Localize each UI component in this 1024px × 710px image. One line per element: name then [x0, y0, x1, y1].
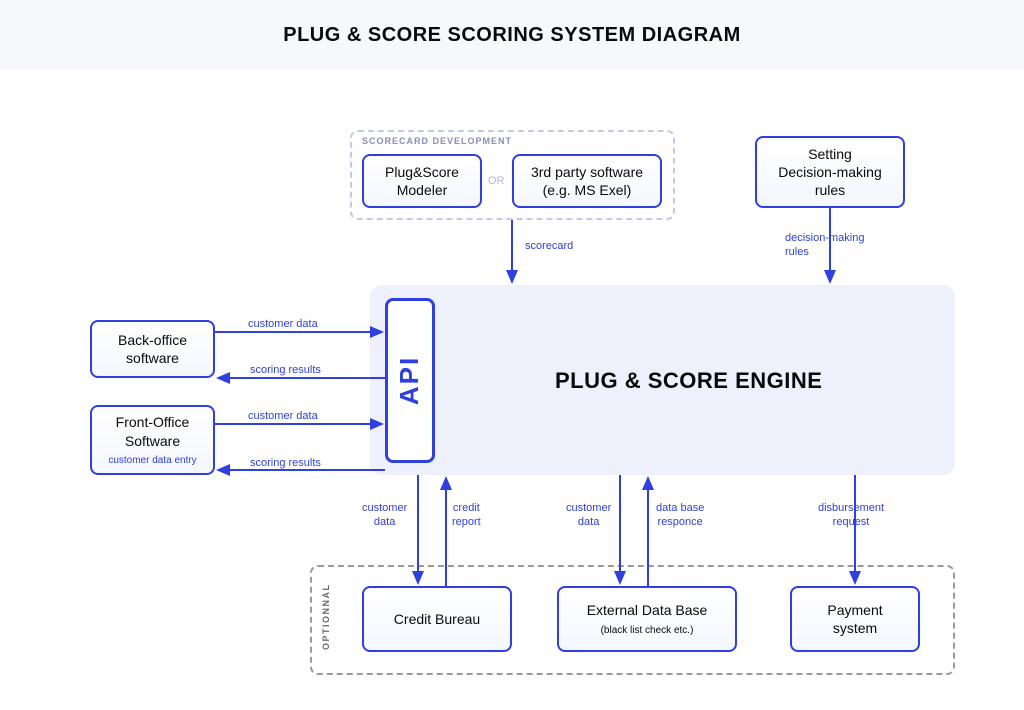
api-label: API — [395, 356, 426, 405]
or-label: OR — [488, 175, 505, 187]
node-credit-bureau: Credit Bureau — [362, 586, 512, 652]
edge-pay-label: disbursement request — [818, 502, 884, 530]
node-credit-bureau-label: Credit Bureau — [394, 610, 480, 628]
node-payment-label: Payment system — [827, 601, 882, 637]
edge-cb-down-label: customer data — [362, 502, 407, 530]
edge-fo-in-label: customer data — [248, 410, 318, 424]
node-backoffice-label: Back-office software — [118, 331, 187, 367]
edge-bo-in-label: customer data — [248, 318, 318, 332]
node-modeler: Plug&Score Modeler — [362, 154, 482, 208]
api-box: API — [385, 298, 435, 463]
node-frontoffice: Front-Office Software customer data entr… — [90, 405, 215, 475]
node-thirdparty-label: 3rd party software (e.g. MS Exel) — [531, 163, 643, 199]
node-thirdparty: 3rd party software (e.g. MS Exel) — [512, 154, 662, 208]
node-backoffice: Back-office software — [90, 320, 215, 378]
engine-title: PLUG & SCORE ENGINE — [555, 368, 822, 394]
node-frontoffice-label: Front-Office Software — [116, 413, 190, 449]
node-frontoffice-caption: customer data entry — [108, 454, 196, 467]
group-scorecard-dev-label: SCORECARD DEVELOPMENT — [362, 136, 512, 146]
header: PLUG & SCORE SCORING SYSTEM DIAGRAM — [0, 0, 1024, 70]
node-rules-label: Setting Decision-making rules — [778, 145, 881, 200]
node-modeler-label: Plug&Score Modeler — [385, 163, 459, 199]
diagram-canvas: SCORECARD DEVELOPMENT Plug&Score Modeler… — [0, 70, 1024, 710]
edge-scorecard-label: scorecard — [525, 240, 573, 254]
node-ext-db-label: External Data Base — [587, 601, 708, 619]
node-rules: Setting Decision-making rules — [755, 136, 905, 208]
edge-cb-up-label: credit report — [452, 502, 481, 530]
edge-db-down-label: customer data — [566, 502, 611, 530]
node-ext-db-sub: (black list check etc.) — [601, 624, 694, 637]
edge-db-up-label: data base responce — [656, 502, 704, 530]
group-optional-label: OPTIONNAL — [321, 584, 331, 651]
node-payment: Payment system — [790, 586, 920, 652]
edge-fo-out-label: scoring results — [250, 457, 321, 471]
edge-rules-label: decision-making rules — [785, 232, 864, 260]
edge-bo-out-label: scoring results — [250, 364, 321, 378]
page-title: PLUG & SCORE SCORING SYSTEM DIAGRAM — [283, 24, 741, 47]
node-ext-db: External Data Base (black list check etc… — [557, 586, 737, 652]
